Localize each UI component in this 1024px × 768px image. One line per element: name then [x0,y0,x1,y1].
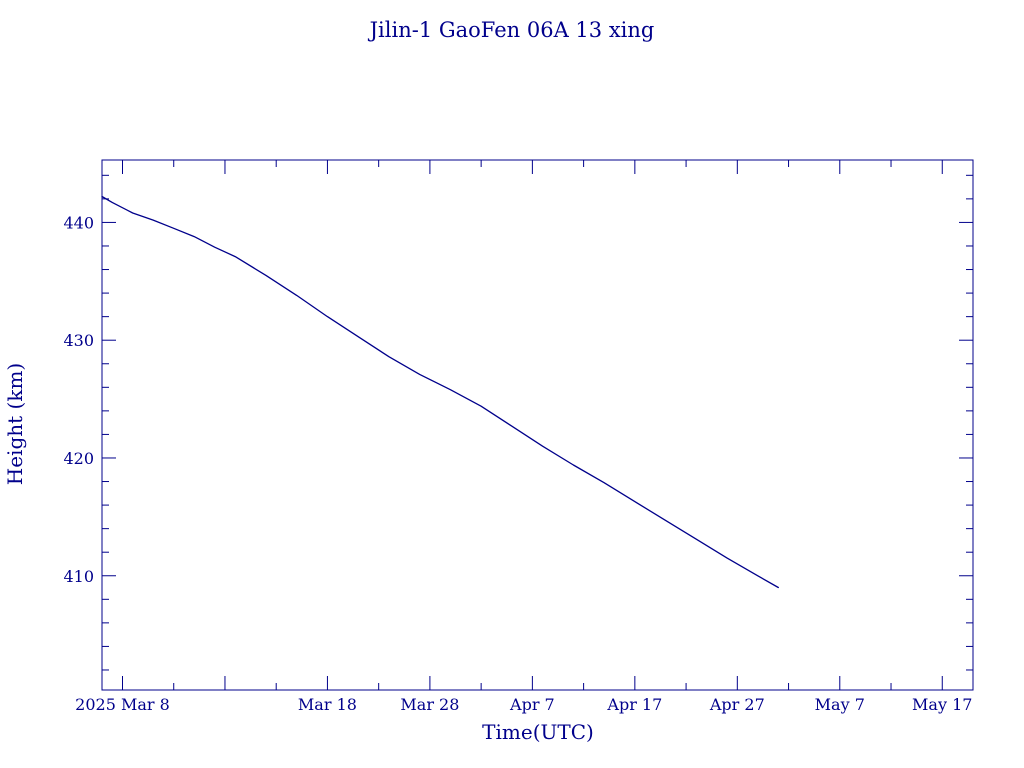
plot-frame [101,159,974,691]
y-tick-label: 410 [63,567,94,586]
y-tick-label: 440 [63,213,94,232]
x-tick-label: Apr 27 [709,695,765,714]
x-tick-label: Mar 18 [298,695,357,714]
plot-border [101,159,974,691]
x-tick-label: May 7 [815,695,865,714]
y-tick-label: 420 [63,449,94,468]
series-layer [101,195,779,589]
x-tick-label: 2025 Mar 8 [75,695,170,714]
x-tick-label: Apr 17 [606,695,662,714]
y-tick-label: 430 [63,331,94,350]
x-axis-ticks [121,160,943,690]
x-tick-label: Apr 7 [509,695,555,714]
x-tick-label: May 17 [912,695,972,714]
x-axis-label: Time(UTC) [482,720,594,744]
x-tick-label: Mar 28 [400,695,459,714]
y-axis-label: Height (km) [3,363,27,485]
series-line-height [101,195,779,589]
y-axis-tick-labels: 410 420 430 440 [63,213,94,585]
x-axis-tick-labels: 2025 Mar 8 Mar 18 Mar 28 Apr 7 Apr 17 Apr 27 M… [75,695,972,714]
chart-title: Jilin-1 GaoFen 06A 13 xing [368,18,655,42]
y-axis-ticks [102,174,973,671]
